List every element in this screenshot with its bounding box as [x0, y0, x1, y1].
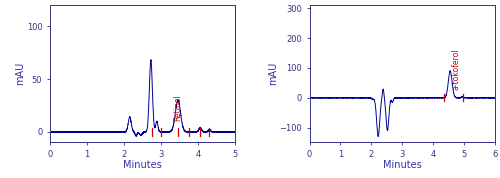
X-axis label: Minutes: Minutes: [124, 160, 162, 170]
X-axis label: Minutes: Minutes: [383, 160, 422, 170]
Y-axis label: mAU: mAU: [268, 62, 278, 85]
Y-axis label: mAU: mAU: [15, 62, 25, 85]
Text: Retinol: Retinol: [174, 95, 182, 121]
Text: a-tokoferol: a-tokoferol: [452, 49, 461, 90]
